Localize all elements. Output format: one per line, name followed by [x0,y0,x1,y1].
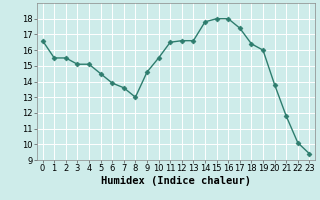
X-axis label: Humidex (Indice chaleur): Humidex (Indice chaleur) [101,176,251,186]
